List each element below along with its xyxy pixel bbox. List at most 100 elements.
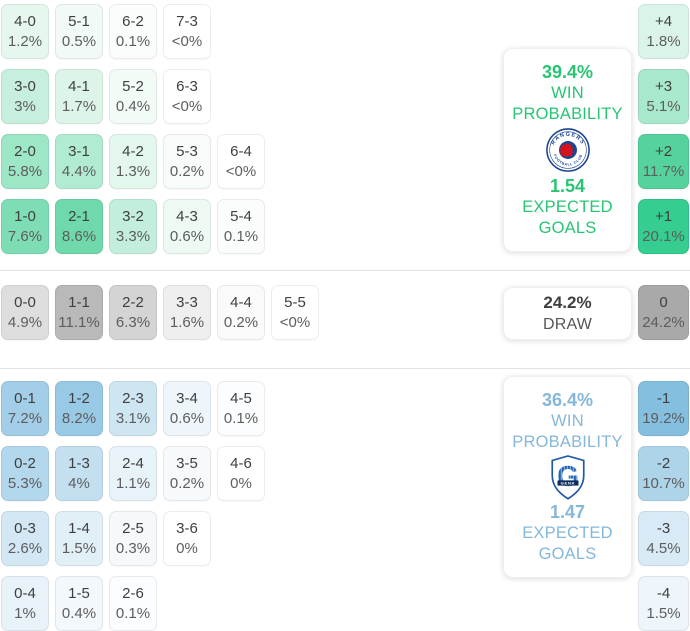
goal-margin-cell: +2 11.7% xyxy=(638,134,689,189)
probability-label: 0.1% xyxy=(115,33,151,50)
draw-score-row: 0-0 4.9% 1-1 11.1% 2-2 6.3% 3-3 1.6% 4-4 0.2% 5-5 <… xyxy=(1,285,319,340)
score-cell: 1-1 11.1% xyxy=(55,285,103,340)
score-label: +1 xyxy=(654,208,673,225)
score-row: 4-0 1.2% 5-1 0.5% 6-2 0.1% 7-3 <0% xyxy=(1,4,265,59)
home-win-probability-label: WIN PROBABILITY xyxy=(512,84,623,123)
score-label: 4-4 xyxy=(230,294,252,311)
probability-label: 7.6% xyxy=(7,228,43,245)
score-label: 1-4 xyxy=(68,520,90,537)
score-label: 4-6 xyxy=(230,455,252,472)
goal-margin-cell: -1 19.2% xyxy=(638,381,689,436)
score-label: 3-3 xyxy=(176,294,198,311)
score-row: 1-0 7.6% 2-1 8.6% 3-2 3.3% 4-3 0.6% 5-4 0.1% xyxy=(1,199,265,254)
score-cell: 6-2 0.1% xyxy=(109,4,157,59)
probability-label: 1.3% xyxy=(115,163,151,180)
probability-label: 3.1% xyxy=(115,410,151,427)
home-win-section: 4-0 1.2% 5-1 0.5% 6-2 0.1% 7-3 <0% 3-0 3% 4-1 1.7% 5… xyxy=(0,4,690,254)
svg-text:G: G xyxy=(556,461,578,493)
score-cell: 3-5 0.2% xyxy=(163,446,211,501)
score-cell: 2-1 8.6% xyxy=(55,199,103,254)
probability-label: 1.6% xyxy=(169,314,205,331)
score-label: 4-3 xyxy=(176,208,198,225)
score-label: -1 xyxy=(656,390,671,407)
draw-section: 0-0 4.9% 1-1 11.1% 2-2 6.3% 3-3 1.6% 4-4 0.2% 5-5 <… xyxy=(0,283,690,340)
probability-label: 0.1% xyxy=(223,228,259,245)
score-cell: 1-0 7.6% xyxy=(1,199,49,254)
score-cell: 0-3 2.6% xyxy=(1,511,49,566)
score-label: 4-0 xyxy=(14,13,36,30)
home-score-grid: 4-0 1.2% 5-1 0.5% 6-2 0.1% 7-3 <0% 3-0 3% 4-1 1.7% 5… xyxy=(1,4,265,254)
probability-label: 1.5% xyxy=(61,540,97,557)
score-row: 3-0 3% 4-1 1.7% 5-2 0.4% 6-3 <0% xyxy=(1,69,265,124)
score-cell: 3-2 3.3% xyxy=(109,199,157,254)
probability-label: 1.2% xyxy=(7,33,43,50)
home-expected-goals-label: EXPECTED GOALS xyxy=(522,198,613,237)
probability-label: 3.3% xyxy=(115,228,151,245)
away-expected-goals-value: 1.47 xyxy=(549,502,586,522)
draw-panel: 24.2% DRAW xyxy=(503,287,632,340)
probability-label: 4.9% xyxy=(7,314,43,331)
score-cell: 6-4 <0% xyxy=(217,134,265,189)
probability-label: 11.7% xyxy=(642,163,685,180)
section-divider xyxy=(0,270,690,271)
score-cell: 3-3 1.6% xyxy=(163,285,211,340)
score-cell: 2-0 5.8% xyxy=(1,134,49,189)
away-win-probability-value: 36.4% xyxy=(541,390,594,410)
away-win-probability-label: WIN PROBABILITY xyxy=(512,412,623,451)
goal-margin-cell: +1 20.1% xyxy=(638,199,689,254)
score-cell: 3-6 0% xyxy=(163,511,211,566)
score-label: 1-5 xyxy=(68,585,90,602)
probability-label: <0% xyxy=(279,314,311,331)
away-score-grid: 0-1 7.2% 1-2 8.2% 2-3 3.1% 3-4 0.6% 4-5 0.1% 0-2 5.… xyxy=(1,381,265,631)
probability-label: 0.4% xyxy=(115,98,151,115)
probability-label: 0.6% xyxy=(169,410,205,427)
goal-margin-cell: -4 1.5% xyxy=(638,576,689,631)
score-label: 3-0 xyxy=(14,78,36,95)
probability-label: 0.2% xyxy=(169,163,205,180)
score-cell: 4-6 0% xyxy=(217,446,265,501)
probability-label: 1.7% xyxy=(61,98,97,115)
probability-label: 1.8% xyxy=(646,33,681,50)
home-expected-goals-value: 1.54 xyxy=(549,176,586,196)
score-label: 6-4 xyxy=(230,143,252,160)
score-label: 0-4 xyxy=(14,585,36,602)
score-label: 0-3 xyxy=(14,520,36,537)
probability-label: 0.5% xyxy=(61,33,97,50)
probability-label: 1.5% xyxy=(646,605,681,622)
score-cell: 7-3 <0% xyxy=(163,4,211,59)
score-label: +2 xyxy=(654,143,673,160)
home-goal-margin-column: +4 1.8% +3 5.1% +2 11.7% +1 20.1% xyxy=(638,4,689,254)
probability-label: 24.2% xyxy=(642,314,685,331)
score-label: 5-3 xyxy=(176,143,198,160)
goal-margin-cell: -3 4.5% xyxy=(638,511,689,566)
probability-label: 0.1% xyxy=(223,410,259,427)
score-cell: 2-5 0.3% xyxy=(109,511,157,566)
probability-label: 0% xyxy=(176,540,198,557)
score-cell: 0-2 5.3% xyxy=(1,446,49,501)
score-label: 1-2 xyxy=(68,390,90,407)
genk-team-logo-icon: G GENK xyxy=(550,455,585,500)
score-label: -3 xyxy=(656,520,671,537)
score-label: 0 xyxy=(659,294,668,311)
score-label: 6-3 xyxy=(176,78,198,95)
home-win-probability-value: 39.4% xyxy=(541,62,594,82)
draw-goal-margin-cell: 0 24.2% xyxy=(638,285,689,340)
probability-label: 19.2% xyxy=(642,410,685,427)
score-label: 2-1 xyxy=(68,208,90,225)
score-cell: 0-1 7.2% xyxy=(1,381,49,436)
probability-label: 7.2% xyxy=(7,410,43,427)
score-label: 3-5 xyxy=(176,455,198,472)
probability-label: 0% xyxy=(230,475,252,492)
probability-label: 4.4% xyxy=(61,163,97,180)
score-cell: 4-1 1.7% xyxy=(55,69,103,124)
score-label: 5-4 xyxy=(230,208,252,225)
score-label: 5-1 xyxy=(68,13,90,30)
score-label: 4-5 xyxy=(230,390,252,407)
score-label: 5-5 xyxy=(284,294,306,311)
score-label: 2-5 xyxy=(122,520,144,537)
score-label: 5-2 xyxy=(122,78,144,95)
score-label: 2-0 xyxy=(14,143,36,160)
goal-margin-cell: 0 24.2% xyxy=(638,285,689,340)
probability-label: <0% xyxy=(171,98,203,115)
score-cell: 3-1 4.4% xyxy=(55,134,103,189)
